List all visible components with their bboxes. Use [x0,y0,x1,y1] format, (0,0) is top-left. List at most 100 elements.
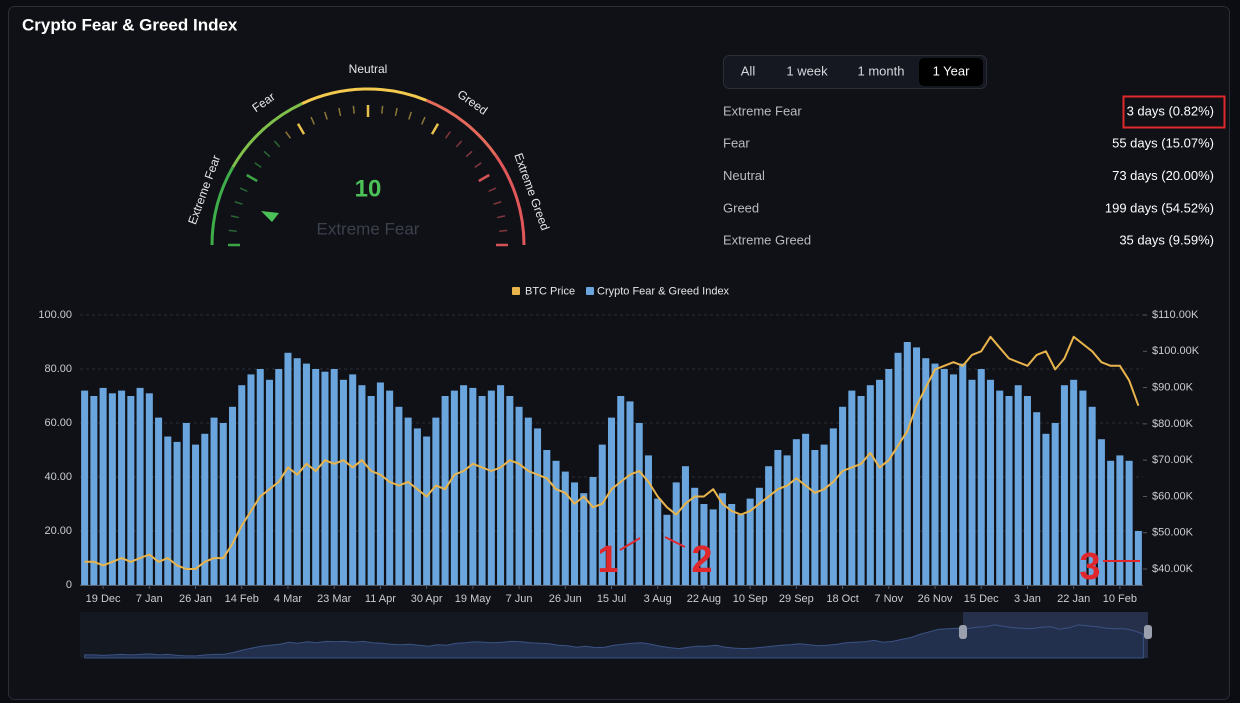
bar [543,450,551,585]
bar [1033,412,1041,585]
bar [534,428,542,585]
x-tick-label: 19 May [455,593,492,605]
bar [1023,396,1031,585]
bar [885,369,893,585]
x-tick-label: 23 Mar [317,593,352,605]
bar [1088,406,1096,585]
bar [330,369,338,585]
bar [552,460,560,585]
bar [1060,385,1068,585]
gauge-tick [310,116,315,125]
bar [155,417,163,585]
gauge-tick [239,187,248,192]
gauge-tick [296,123,306,135]
stat-value: 73 days (20.00%) [1112,168,1214,183]
x-tick-label: 10 Sep [733,593,768,605]
tabs: All 1 week 1 month 1 Year [741,58,983,86]
bar [1014,385,1022,585]
bar [265,379,274,585]
bar [229,406,237,585]
bar [580,493,588,585]
tab[interactable]: 1 Year [933,63,971,78]
gauge-tick [421,116,426,125]
bar [210,417,218,585]
y-tick-label: 20.00 [44,525,72,537]
bar [617,396,625,585]
gauge-tick [465,150,473,158]
bar [829,428,837,585]
gauge-tick [246,173,258,183]
gauge-tick [474,162,482,169]
y-tick-label: 40.00 [44,471,72,483]
tab[interactable]: 1 week [786,63,828,78]
stat-label: Extreme Fear [723,103,802,118]
navigator-handle[interactable] [959,625,967,639]
bar [145,393,153,585]
x-tick-label: 7 Jan [136,593,163,605]
x-tick-label: 15 Jul [597,593,626,605]
y2-tick-label: $100.00K [1152,345,1200,357]
tab[interactable]: All [741,63,756,78]
gauge-arc [231,102,303,168]
x-tick-label: 26 Nov [918,593,953,605]
gauge-tick [444,131,451,139]
gauge-tick [496,215,506,219]
bar [349,374,357,585]
gauge-value: 10 [355,175,382,202]
gauge-arc [494,154,526,246]
bar [247,374,255,585]
bar [626,401,634,585]
bar [857,396,865,585]
y2-tick-label: $110.00K [1152,309,1199,321]
bar [903,342,911,585]
navigator-handle[interactable] [1144,625,1152,639]
x-tick-label: 26 Jan [179,593,212,605]
bar [820,444,828,585]
x-tick-label: 29 Sep [779,593,814,605]
tab[interactable]: 1 month [858,63,905,78]
bar [386,390,394,585]
y-tick-label: 80.00 [44,363,72,375]
bar [977,369,985,585]
x-tick-label: 7 Nov [874,593,903,605]
bar [765,466,773,585]
bar [728,504,736,585]
bar [672,482,680,585]
bar [876,379,884,585]
bar [376,382,384,585]
y-tick-label: 100.00 [38,309,72,321]
bar [1070,379,1078,585]
bar [423,436,431,585]
bar [931,363,939,585]
bar [219,423,227,585]
line [84,335,1140,570]
gauge-label: Neutral [349,62,388,76]
y-tick-label: 0 [66,579,72,591]
x-tick-label: 4 Mar [274,593,302,605]
gauge-tick [230,215,240,219]
bar [173,441,181,585]
bar [1051,423,1059,585]
tab-active-bg [919,58,983,86]
gauge-tick [493,201,502,205]
x-tick-label: 3 Jan [1014,593,1041,605]
bar [478,396,486,585]
gauge-arc [425,98,498,157]
x-tick-label: 19 Dec [86,593,121,605]
gauge-tick [430,123,440,135]
bar [108,393,116,585]
annotation: 1 [597,539,618,581]
bar [450,390,458,585]
bar [524,417,532,585]
bar [968,379,976,585]
bar [644,455,652,585]
bar [681,466,689,585]
bar [996,390,1004,585]
bar [571,482,579,585]
x-tick-label: 30 Apr [411,593,443,605]
bar [792,439,800,585]
bar [238,385,246,585]
bar [709,509,717,585]
bar [746,498,754,585]
legend-label: Crypto Fear & Greed Index [597,285,730,297]
